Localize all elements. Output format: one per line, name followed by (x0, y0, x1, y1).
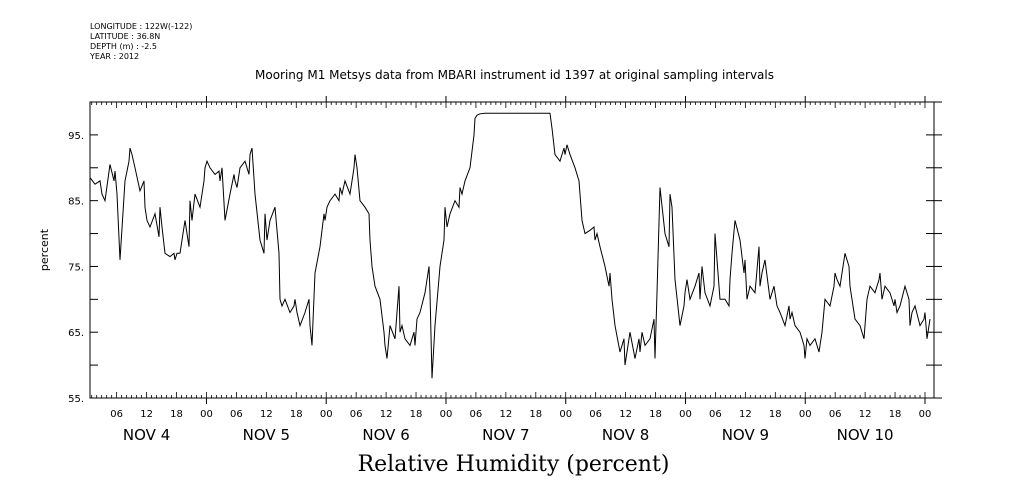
x-hour-label: 00 (320, 409, 333, 420)
x-hour-label: 12 (380, 409, 393, 420)
latitude-text: LATITUDE : 36.8N (90, 32, 161, 41)
x-hour-label: 06 (829, 409, 842, 420)
x-hour-label: 18 (290, 409, 303, 420)
x-hour-label: 06 (589, 409, 602, 420)
x-hour-label: 12 (619, 409, 632, 420)
depth-text: DEPTH (m) : -2.5 (90, 42, 157, 51)
x-hour-label: 18 (529, 409, 542, 420)
year-text: YEAR : 2012 (90, 52, 140, 61)
x-hour-label: 12 (859, 409, 872, 420)
x-hour-label: 18 (649, 409, 662, 420)
x-day-label: NOV 7 (482, 426, 529, 444)
x-hour-label: 18 (170, 409, 183, 420)
x-day-label: NOV 9 (722, 426, 769, 444)
x-hour-label: 06 (470, 409, 483, 420)
x-hour-label: 06 (230, 409, 243, 420)
y-tick-label: 55. (68, 394, 84, 405)
y-tick-label: 95. (68, 131, 84, 142)
chart-title: Mooring M1 Metsys data from MBARI instru… (255, 68, 774, 82)
y-tick-label: 85. (68, 197, 84, 208)
y-tick-label: 65. (68, 328, 84, 339)
x-hour-label: 12 (499, 409, 512, 420)
x-hour-label: 18 (889, 409, 902, 420)
longitude-text: LONGITUDE : 122W(-122) (90, 22, 193, 31)
x-axis-title: Relative Humidity (percent) (357, 452, 670, 477)
x-day-label: NOV 6 (362, 426, 409, 444)
x-hour-label: 00 (799, 409, 812, 420)
x-hour-label: 00 (200, 409, 213, 420)
x-hour-label: 12 (260, 409, 273, 420)
metadata-block: LONGITUDE : 122W(-122) LATITUDE : 36.8N … (90, 22, 192, 62)
x-hour-label: 00 (559, 409, 572, 420)
x-hour-label: 06 (350, 409, 363, 420)
x-hour-label: 18 (769, 409, 782, 420)
x-hour-label: 06 (110, 409, 123, 420)
x-hour-label: 00 (919, 409, 932, 420)
x-day-label: NOV 4 (123, 426, 170, 444)
y-tick-label: 75. (68, 262, 84, 273)
x-hour-label: 00 (440, 409, 453, 420)
x-hour-label: 12 (140, 409, 153, 420)
x-day-label: NOV 8 (602, 426, 649, 444)
x-hour-label: 12 (739, 409, 752, 420)
x-day-label: NOV 5 (243, 426, 290, 444)
x-hour-label: 06 (709, 409, 722, 420)
x-hour-label: 00 (679, 409, 692, 420)
humidity-series-line (89, 112, 931, 379)
y-axis-label: percent (38, 228, 51, 271)
x-day-label: NOV 10 (837, 426, 894, 444)
plot-frame (89, 101, 935, 399)
x-hour-label: 18 (410, 409, 423, 420)
